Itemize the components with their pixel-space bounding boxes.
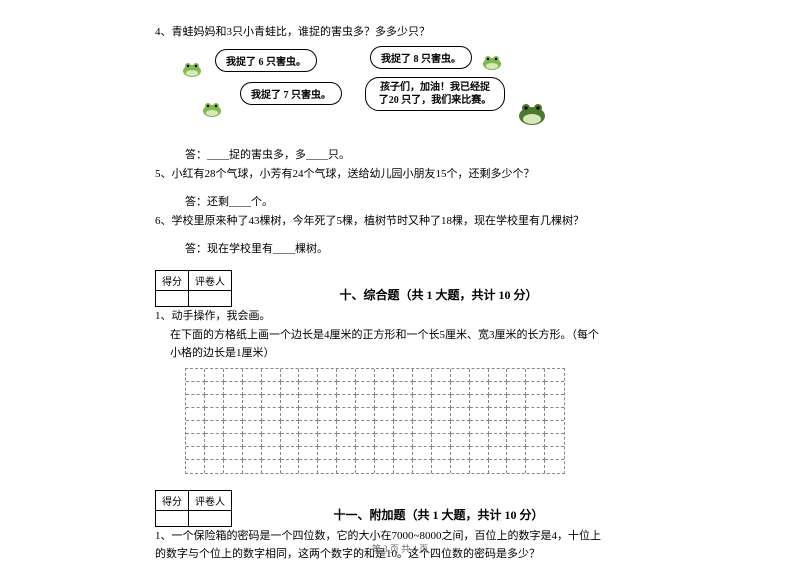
frog-icon-2: [480, 52, 504, 72]
score-header-2: 得分: [156, 490, 189, 510]
q6-prompt: 6、学校里原来种了43棵树，今年死了5棵，植树节时又种了18棵，现在学校里有几棵…: [155, 214, 645, 229]
bubble-child2: 我捉了 8 只害虫。: [370, 46, 472, 69]
bubble-child1: 我捉了 6 只害虫。: [215, 49, 317, 72]
s10-q1-l1: 1、动手操作，我会画。: [155, 309, 645, 324]
q4-answer: 答：____捉的害虫多，多____只。: [155, 148, 645, 163]
score-table-10: 得分评卷人: [155, 270, 232, 307]
section11-title: 十一、附加题（共 1 大题，共计 10 分）: [232, 506, 645, 525]
q5-prompt: 5、小红有28个气球，小芳有24个气球，送给幼儿园小朋友15个，还剩多少个？: [155, 167, 645, 182]
q5-answer: 答：还剩____个。: [155, 195, 645, 210]
s10-q1-l3: 小格的边长是1厘米）: [155, 346, 645, 361]
grader-header: 评卷人: [189, 271, 232, 291]
page-footer: 第 3 页 共 4 页: [0, 542, 800, 555]
section10-title: 十、综合题（共 1 大题，共计 10 分）: [232, 286, 645, 305]
s10-q1-l2: 在下面的方格纸上画一个边长是4厘米的正方形和一个长5厘米、宽3厘米的长方形。（每…: [155, 328, 645, 343]
frog-icon-3: [200, 99, 224, 119]
grader-header-2: 评卷人: [189, 490, 232, 510]
frog-mom-icon: [515, 99, 549, 127]
q6-answer: 答：现在学校里有____棵树。: [155, 242, 645, 257]
bubble-child3: 我捉了 7 只害虫。: [240, 82, 342, 105]
bubble-mom: 孩子们，加油！我已经捉了20 只了，我们来比赛。: [365, 77, 505, 111]
grid-paper: [185, 368, 565, 474]
q4-prompt: 4、青蛙妈妈和3只小青蛙比，谁捉的害虫多？多多少只？: [155, 25, 645, 40]
frogs-scene: 我捉了 6 只害虫。 我捉了 8 只害虫。 我捉了 7 只害虫。 孩子们，加油！…: [170, 44, 645, 144]
score-table-11: 得分评卷人: [155, 490, 232, 527]
score-header: 得分: [156, 271, 189, 291]
frog-icon-1: [180, 59, 204, 79]
